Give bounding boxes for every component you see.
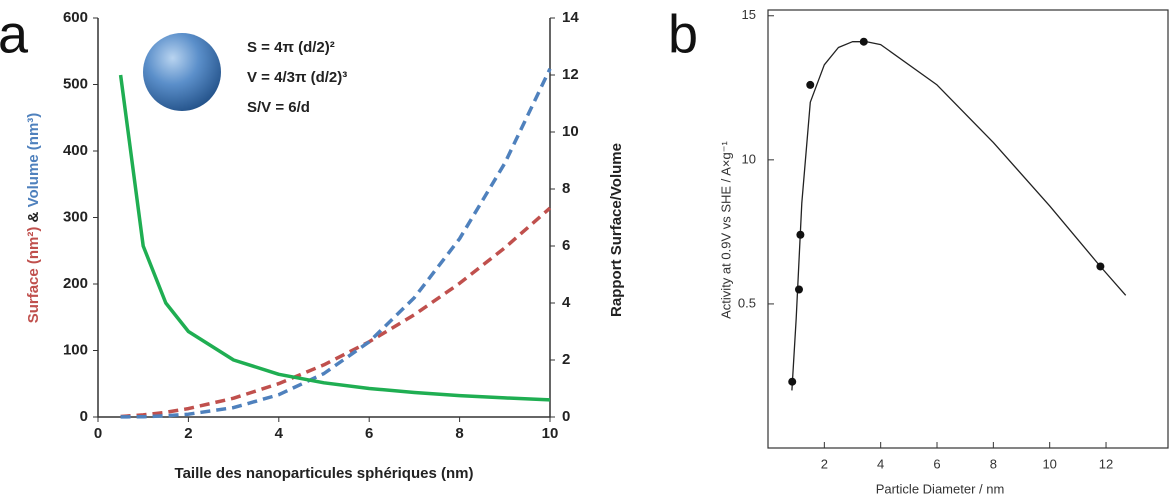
- x-tick-label: 10: [1042, 456, 1056, 471]
- series-line: [791, 41, 1127, 391]
- x-tick-label: 10: [542, 425, 559, 442]
- y-tick-label: 10: [742, 151, 756, 166]
- x-tick-label: 6: [933, 456, 940, 471]
- y-label-part: &: [25, 211, 42, 222]
- x-tick-label: 4: [275, 425, 284, 442]
- y-tick-label: 0: [80, 408, 88, 425]
- data-point: [859, 37, 868, 46]
- data-point: [796, 230, 805, 239]
- annotation: S = 4π (d/2)²: [247, 39, 335, 56]
- y-tick-label: 0.5: [738, 295, 756, 310]
- annotation: V = 4/3π (d/2)³: [247, 69, 347, 86]
- x-tick-label: 12: [1099, 456, 1113, 471]
- y2-tick-label: 2: [562, 351, 570, 368]
- y-tick-label: 100: [63, 341, 88, 358]
- series-line: [120, 206, 552, 419]
- y-tick-label: 200: [63, 275, 88, 292]
- x-tick-label: 2: [821, 456, 828, 471]
- x-tick-label: 8: [455, 425, 463, 442]
- y-tick-label: 600: [63, 9, 88, 26]
- y2-tick-label: 0: [562, 408, 570, 425]
- x-axis-label: Taille des nanoparticules sphériques (nm…: [175, 465, 474, 482]
- series-line: [118, 74, 551, 402]
- axes-frame: [767, 9, 1169, 449]
- y2-tick-label: 12: [562, 66, 579, 83]
- x-tick-label: 8: [990, 456, 997, 471]
- y2-axis-label: Rapport Surface/Volume: [608, 143, 625, 317]
- y2-tick-label: 4: [562, 294, 571, 311]
- panel-label: b: [668, 4, 698, 64]
- y2-tick-label: 14: [562, 9, 579, 26]
- y-axis-label: Surface (nm²) & Volume (nm³): [25, 113, 42, 324]
- x-tick-label: 2: [184, 425, 192, 442]
- x-tick-label: 0: [94, 425, 102, 442]
- x-tick-label: 6: [365, 425, 373, 442]
- y2-tick-label: 8: [562, 180, 570, 197]
- y-axis-label: Activity at 0.9V vs SHE / A×g⁻¹: [718, 140, 733, 318]
- y2-tick-label: 10: [562, 123, 579, 140]
- y-label-part: Surface (nm²): [25, 227, 42, 324]
- y-tick-label: 300: [63, 208, 88, 225]
- data-point: [788, 377, 797, 386]
- panel-label: a: [0, 4, 29, 64]
- y-label-part: Volume (nm³): [25, 113, 42, 208]
- sphere-icon: [143, 33, 221, 111]
- y-tick-label: 15: [742, 7, 756, 22]
- x-axis-label: Particle Diameter / nm: [876, 481, 1005, 496]
- data-point: [1096, 262, 1105, 271]
- data-point: [806, 80, 815, 89]
- annotation: S/V = 6/d: [247, 99, 310, 116]
- y2-tick-label: 6: [562, 237, 570, 254]
- data-point: [794, 285, 803, 294]
- series-line: [120, 68, 552, 419]
- y-tick-label: 500: [63, 75, 88, 92]
- x-tick-label: 4: [877, 456, 884, 471]
- y-tick-label: 400: [63, 142, 88, 159]
